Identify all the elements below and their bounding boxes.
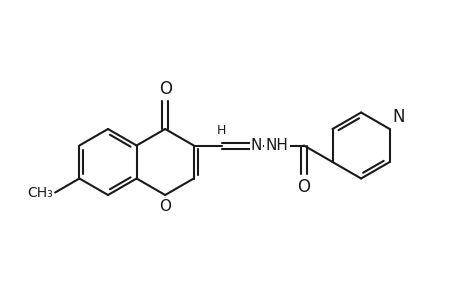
Text: N: N [250,138,262,153]
Text: O: O [159,199,171,214]
Text: O: O [158,80,171,98]
Text: CH₃: CH₃ [28,185,53,200]
Text: O: O [297,178,310,196]
Text: N: N [392,108,404,126]
Text: H: H [217,124,226,137]
Text: NH: NH [265,138,288,153]
